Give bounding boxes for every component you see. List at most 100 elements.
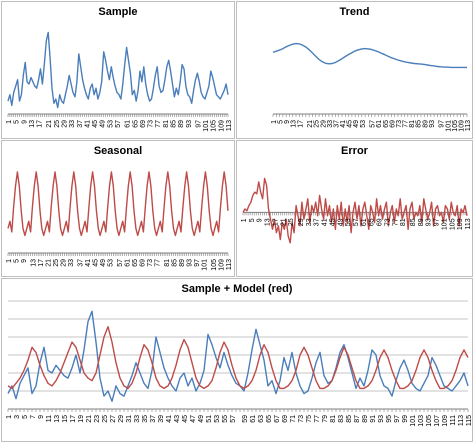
x-tick-label: 89 — [178, 120, 185, 128]
x-tick-label: 61 — [250, 415, 257, 423]
x-tick-label: 85 — [410, 218, 417, 226]
x-tick-label: 15 — [62, 415, 69, 423]
x-tick-label: 37 — [77, 120, 84, 128]
sample-chart-panel: Sample 1 5 9 13 17 21 25 29 33 37 41 45 49 53 57 61 65 69… — [1, 1, 235, 139]
x-tick-label: 5 — [22, 415, 29, 419]
x-tick-label: 43 — [174, 415, 181, 423]
x-tick-label: 33 — [134, 415, 141, 423]
x-tick-label: 13 — [291, 120, 298, 128]
x-tick-label: 59 — [242, 415, 249, 423]
error-chart: 1 5 9 13 17 21 25 29 33 37 41 45 49 53 57 61 65 69 73 77 81 8… — [241, 177, 472, 244]
x-tick-label: 21 — [45, 259, 52, 267]
x-tick-label: 111 — [450, 415, 457, 426]
x-tick-label: 25 — [53, 259, 60, 267]
x-tick-label: 45 — [92, 259, 99, 267]
x-tick-label: 29 — [61, 259, 68, 267]
sample-model-chart-panel: Sample + Model (red) 1 3 5 7 9 11 13 15 17 19 21 23… — [1, 278, 473, 442]
x-tick-label: 85 — [171, 259, 178, 267]
x-tick-label: 1 — [6, 259, 13, 263]
x-tick-label: 65 — [132, 120, 139, 128]
x-tick-label: 25 — [314, 120, 321, 128]
x-tick-label: 83 — [338, 415, 345, 423]
x-tick-label: 41 — [166, 415, 173, 423]
x-tick-label: 69 — [377, 218, 384, 226]
x-tick-label: 77 — [392, 218, 399, 226]
x-tick-label: 93 — [187, 259, 194, 267]
x-tick-label: 93 — [378, 415, 385, 423]
x-tick-label: 63 — [258, 415, 265, 423]
x-tick-label: 21 — [307, 120, 314, 128]
x-tick-label: 105 — [211, 259, 218, 271]
x-tick-label: 3 — [14, 415, 21, 419]
x-tick-label: 57 — [353, 218, 360, 226]
x-tick-label: 33 — [306, 218, 313, 226]
x-tick-label: 57 — [117, 259, 124, 267]
x-tick-label: 29 — [320, 120, 327, 128]
x-tick-label: 37 — [77, 259, 84, 267]
x-tick-label: 61 — [124, 259, 131, 267]
x-tick-label: 69 — [140, 259, 147, 267]
x-tick-label: 73 — [384, 218, 391, 226]
x-tick-label: 49 — [100, 120, 107, 128]
x-tick-label: 103 — [418, 415, 425, 427]
x-tick-label: 101 — [203, 120, 210, 132]
x-tick-label: 1 — [6, 120, 13, 124]
x-tick-label: 21 — [46, 120, 53, 128]
x-tick-label: 45 — [347, 120, 354, 128]
chart-title: Sample + Model (red) — [181, 283, 293, 295]
x-tick-label: 49 — [337, 218, 344, 226]
sample-model-chart: 1 3 5 7 9 11 13 15 17 19 21 23 25 27 29 31 33 35 37 39 41 43 4… — [6, 300, 472, 427]
x-tick-label: 101 — [441, 218, 448, 230]
series-line — [7, 31, 229, 109]
x-tick-label: 9 — [257, 218, 264, 222]
x-tick-label: 25 — [102, 415, 109, 423]
x-tick-label: 5 — [249, 218, 256, 222]
x-tick-label: 9 — [284, 120, 291, 124]
x-tick-label: 105 — [426, 415, 433, 427]
x-tick-label: 77 — [403, 120, 410, 128]
x-tick-label: 93 — [429, 120, 436, 128]
sample-line — [7, 310, 469, 403]
x-tick-label: 5 — [278, 120, 285, 124]
x-tick-label: 57 — [370, 120, 377, 128]
series-line — [272, 42, 467, 69]
x-tick-label: 13 — [29, 120, 36, 128]
x-tick-label: 89 — [179, 259, 186, 267]
series-line — [242, 177, 468, 244]
x-tick-label: 95 — [386, 415, 393, 423]
x-tick-label: 45 — [329, 218, 336, 226]
x-tick-label: 73 — [396, 120, 403, 128]
x-tick-label: 29 — [61, 120, 68, 128]
x-tick-label: 5 — [14, 259, 21, 263]
x-tick-label: 9 — [21, 120, 28, 124]
x-tick-label: 11 — [46, 415, 53, 422]
x-tick-label: 105 — [449, 218, 456, 230]
x-tick-label: 69 — [389, 120, 396, 128]
x-tick-label: 65 — [266, 415, 273, 423]
x-tick-label: 77 — [155, 120, 162, 128]
x-tick-label: 39 — [158, 415, 165, 423]
x-tick-label: 31 — [126, 415, 133, 423]
x-tick-label: 113 — [226, 259, 233, 270]
x-tick-label: 57 — [230, 415, 237, 423]
x-tick-label: 61 — [125, 120, 132, 128]
x-tick-label: 113 — [226, 120, 233, 131]
x-tick-label: 25 — [54, 120, 61, 128]
x-tick-label: 109 — [457, 218, 464, 230]
x-tick-label: 53 — [214, 415, 221, 423]
x-tick-label: 77 — [314, 415, 321, 423]
x-tick-label: 105 — [211, 120, 218, 132]
x-tick-label: 73 — [298, 415, 305, 423]
x-tick-label: 61 — [361, 218, 368, 226]
x-tick-label: 61 — [376, 120, 383, 128]
x-tick-label: 69 — [140, 120, 147, 128]
x-tick-label: 77 — [155, 259, 162, 267]
x-tick-label: 55 — [222, 415, 229, 423]
x-tick-label: 53 — [108, 259, 115, 267]
x-tick-label: 17 — [272, 218, 279, 226]
trend-chart: 1 5 9 13 17 21 25 29 33 37 41 45 49 53 57 61 65 69 73 77 81 8… — [271, 42, 472, 132]
x-tick-label: 49 — [100, 259, 107, 267]
x-tick-label: 79 — [322, 415, 329, 423]
x-tick-label: 33 — [68, 259, 75, 267]
x-tick-label: 85 — [171, 120, 178, 128]
